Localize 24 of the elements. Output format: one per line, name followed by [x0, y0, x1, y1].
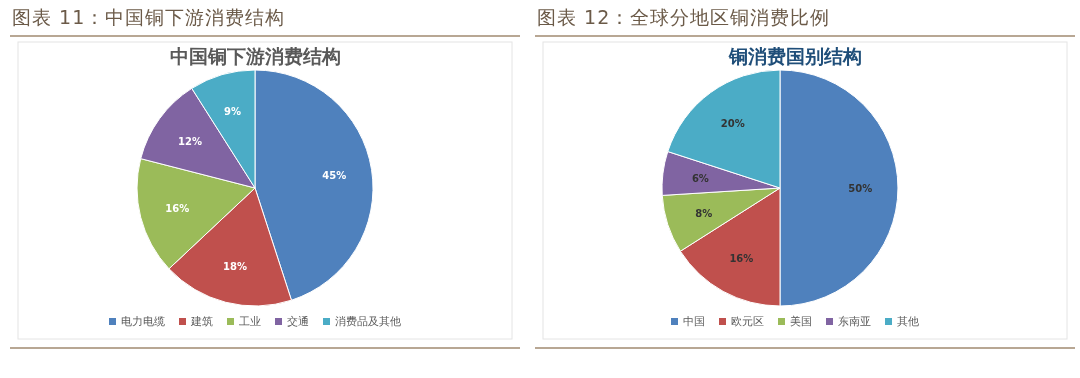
data-label: 16%: [729, 253, 754, 265]
data-label: 16%: [165, 202, 190, 214]
legend-label: 建筑: [190, 315, 213, 328]
data-label: 50%: [848, 183, 873, 194]
chart-title: 图表 12：全球分地区铜消费比例: [537, 6, 831, 28]
chart-title: 图表 11：中国铜下游消费结构: [12, 6, 286, 28]
legend-label: 美国: [790, 315, 812, 328]
data-label: 9%: [224, 105, 242, 117]
data-label: 6%: [691, 172, 709, 184]
data-label: 20%: [720, 118, 745, 130]
legend-label: 其他: [897, 315, 919, 328]
legend-label: 东南亚: [838, 315, 871, 328]
data-label: 12%: [178, 135, 203, 147]
legend-label: 中国: [683, 315, 705, 328]
legend-label: 交通: [287, 315, 309, 328]
chart-subtitle: 中国铜下游消费结构: [169, 45, 341, 67]
legend-label: 欧元区: [731, 315, 764, 328]
legend-label: 消费品及其他: [335, 315, 401, 328]
legend-label: 工业: [239, 315, 261, 328]
data-label: 8%: [695, 207, 713, 219]
data-label: 45%: [322, 170, 347, 182]
chart-subtitle: 铜消费国别结构: [727, 45, 862, 67]
legend-label: 电力电缆: [121, 315, 165, 328]
data-label: 18%: [223, 260, 248, 272]
